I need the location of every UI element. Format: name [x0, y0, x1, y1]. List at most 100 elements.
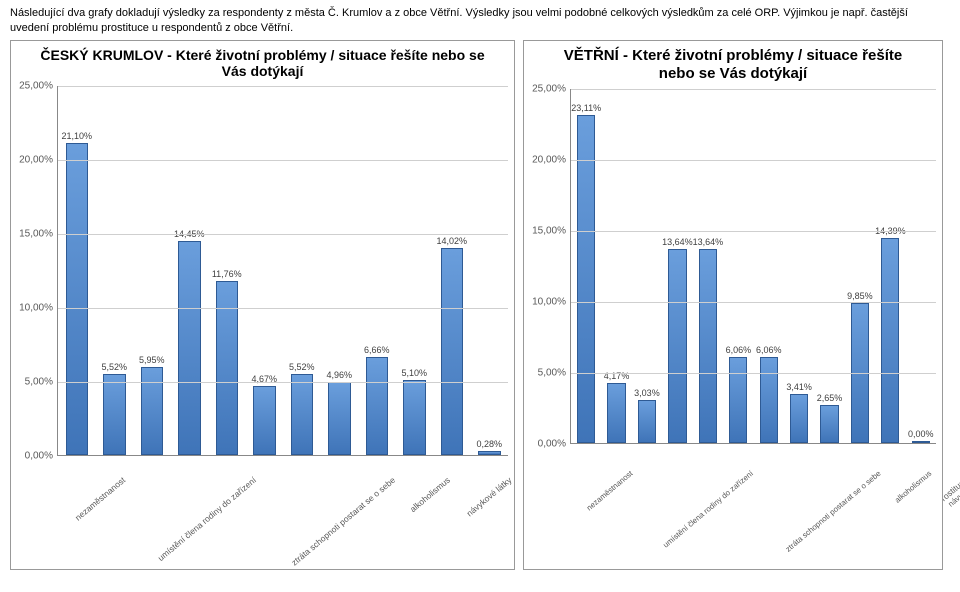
y-tick-label: 5,00%	[25, 377, 53, 388]
bar	[366, 357, 389, 456]
bar	[178, 241, 201, 455]
bar-slot: 9,85%	[845, 89, 875, 443]
chart-vetrni: VĚTŘNÍ - Které životní problémy / situac…	[523, 40, 943, 570]
bar	[760, 357, 778, 443]
bar-value-label: 3,41%	[786, 382, 812, 392]
x-tick-label: nezaměstnanost	[585, 465, 639, 513]
bar-value-label: 11,76%	[212, 269, 242, 279]
plot-wrap-left: 0,00%5,00%10,00%15,00%20,00%25,00% 21,10…	[11, 86, 514, 456]
bar-slot: 2,65%	[814, 89, 844, 443]
y-tick-label: 10,00%	[19, 303, 53, 314]
chart-title-left: ČESKÝ KRUMLOV - Které životní problémy /…	[11, 41, 514, 83]
y-tick-label: 20,00%	[19, 155, 53, 166]
bar-value-label: 21,10%	[61, 131, 92, 141]
y-tick-label: 0,00%	[25, 451, 53, 462]
bar-value-label: 6,06%	[726, 345, 752, 355]
bar-value-label: 5,10%	[401, 368, 427, 378]
grid-line	[58, 308, 508, 309]
bar-value-label: 6,66%	[364, 345, 390, 355]
chart-cesky-krumlov: ČESKÝ KRUMLOV - Které životní problémy /…	[10, 40, 515, 570]
grid-line	[571, 373, 936, 374]
bar-value-label: 3,03%	[634, 388, 660, 398]
grid-line	[58, 234, 508, 235]
bar-value-label: 13,64%	[693, 237, 724, 247]
bar-slot: 23,11%	[571, 89, 601, 443]
x-tick-label: alkoholismus	[893, 465, 938, 505]
bar-slot: 0,00%	[906, 89, 936, 443]
bar	[912, 441, 930, 443]
grid-line	[571, 231, 936, 232]
bar	[103, 374, 126, 456]
bar	[699, 249, 717, 443]
bar	[638, 400, 656, 443]
grid-line	[571, 302, 936, 303]
grid-line	[58, 160, 508, 161]
y-tick-label: 25,00%	[532, 83, 566, 94]
bar-slot: 4,67%	[246, 86, 284, 455]
bar-slot: 13,64%	[693, 89, 724, 443]
bar-slot: 0,28%	[471, 86, 509, 455]
x-tick-label: alkoholismus	[408, 471, 457, 514]
bar-value-label: 2,65%	[817, 393, 843, 403]
bar-slot: 6,06%	[723, 89, 753, 443]
bar-slot: 14,39%	[875, 89, 906, 443]
bar-value-label: 5,95%	[139, 355, 165, 365]
bar-value-label: 0,00%	[908, 429, 934, 439]
y-tick-label: 10,00%	[532, 296, 566, 307]
grid-line	[571, 160, 936, 161]
bar	[328, 382, 351, 455]
grid-line	[58, 86, 508, 87]
grid-line	[58, 382, 508, 383]
bar-value-label: 5,52%	[289, 362, 315, 372]
bars-left: 21,10% 5,52% 5,95% 14,45%11,76% 4,67% 5,52% 4,…	[58, 86, 508, 455]
y-tick-label: 15,00%	[19, 229, 53, 240]
bar	[577, 115, 595, 443]
bar	[607, 383, 625, 442]
bar-slot: 14,45%	[171, 86, 209, 455]
bar	[790, 394, 808, 442]
x-tick-label: umístění člena rodiny do zařízení	[156, 471, 263, 563]
bar-slot: 21,10%	[58, 86, 96, 455]
bar-slot: 6,66%	[358, 86, 396, 455]
bar-slot: 3,41%	[784, 89, 814, 443]
plot-right: 23,11%4,17%3,03%13,64%13,64%6,06%6,06%3,…	[570, 89, 936, 444]
bar	[441, 248, 464, 455]
x-tick-label: návykové látky	[464, 471, 518, 518]
bar-value-label: 0,28%	[476, 439, 502, 449]
bar-value-label: 6,06%	[756, 345, 782, 355]
bar-slot: 13,64%	[662, 89, 693, 443]
intro-text: Následující dva grafy dokladují výsledky…	[0, 0, 960, 40]
bar	[66, 143, 89, 455]
y-tick-label: 25,00%	[19, 81, 53, 92]
bar-value-label: 14,02%	[436, 236, 467, 246]
bars-right: 23,11%4,17%3,03%13,64%13,64%6,06%6,06%3,…	[571, 89, 936, 443]
x-tick-label: umístění člena rodiny do zařízení	[661, 465, 759, 550]
bar-slot: 5,95%	[133, 86, 171, 455]
bar	[820, 405, 838, 443]
bar	[141, 367, 164, 455]
bar-value-label: 13,64%	[662, 237, 693, 247]
bar	[403, 380, 426, 455]
bar-value-label: 23,11%	[571, 103, 601, 113]
bar	[478, 451, 501, 455]
bar	[253, 386, 276, 455]
y-axis-left: 0,00%5,00%10,00%15,00%20,00%25,00%	[11, 86, 57, 456]
y-tick-label: 15,00%	[532, 225, 566, 236]
x-tick-label: ztráta schopnoti postarat se o sebe	[784, 465, 887, 554]
bar-slot: 3,03%	[632, 89, 662, 443]
charts-row: ČESKÝ KRUMLOV - Které životní problémy /…	[0, 40, 960, 570]
bar-slot: 5,52%	[283, 86, 321, 455]
grid-line	[571, 89, 936, 90]
bar	[668, 249, 686, 443]
y-axis-right: 0,00%5,00%10,00%15,00%20,00%25,00%	[524, 89, 570, 444]
x-tick-label: ztráta schopnoti postarat se o sebe	[289, 471, 401, 568]
x-labels-left: nezaměstnanostumístění člena rodiny do z…	[57, 467, 508, 477]
bar-slot: 5,10%	[396, 86, 434, 455]
y-tick-label: 5,00%	[538, 367, 566, 378]
bar-value-label: 5,52%	[101, 362, 127, 372]
bar-value-label: 4,96%	[326, 370, 352, 380]
bar	[881, 238, 899, 442]
x-tick-label: nezaměstnanost	[73, 471, 132, 523]
plot-wrap-right: 0,00%5,00%10,00%15,00%20,00%25,00% 23,11…	[524, 89, 942, 444]
y-tick-label: 0,00%	[538, 438, 566, 449]
